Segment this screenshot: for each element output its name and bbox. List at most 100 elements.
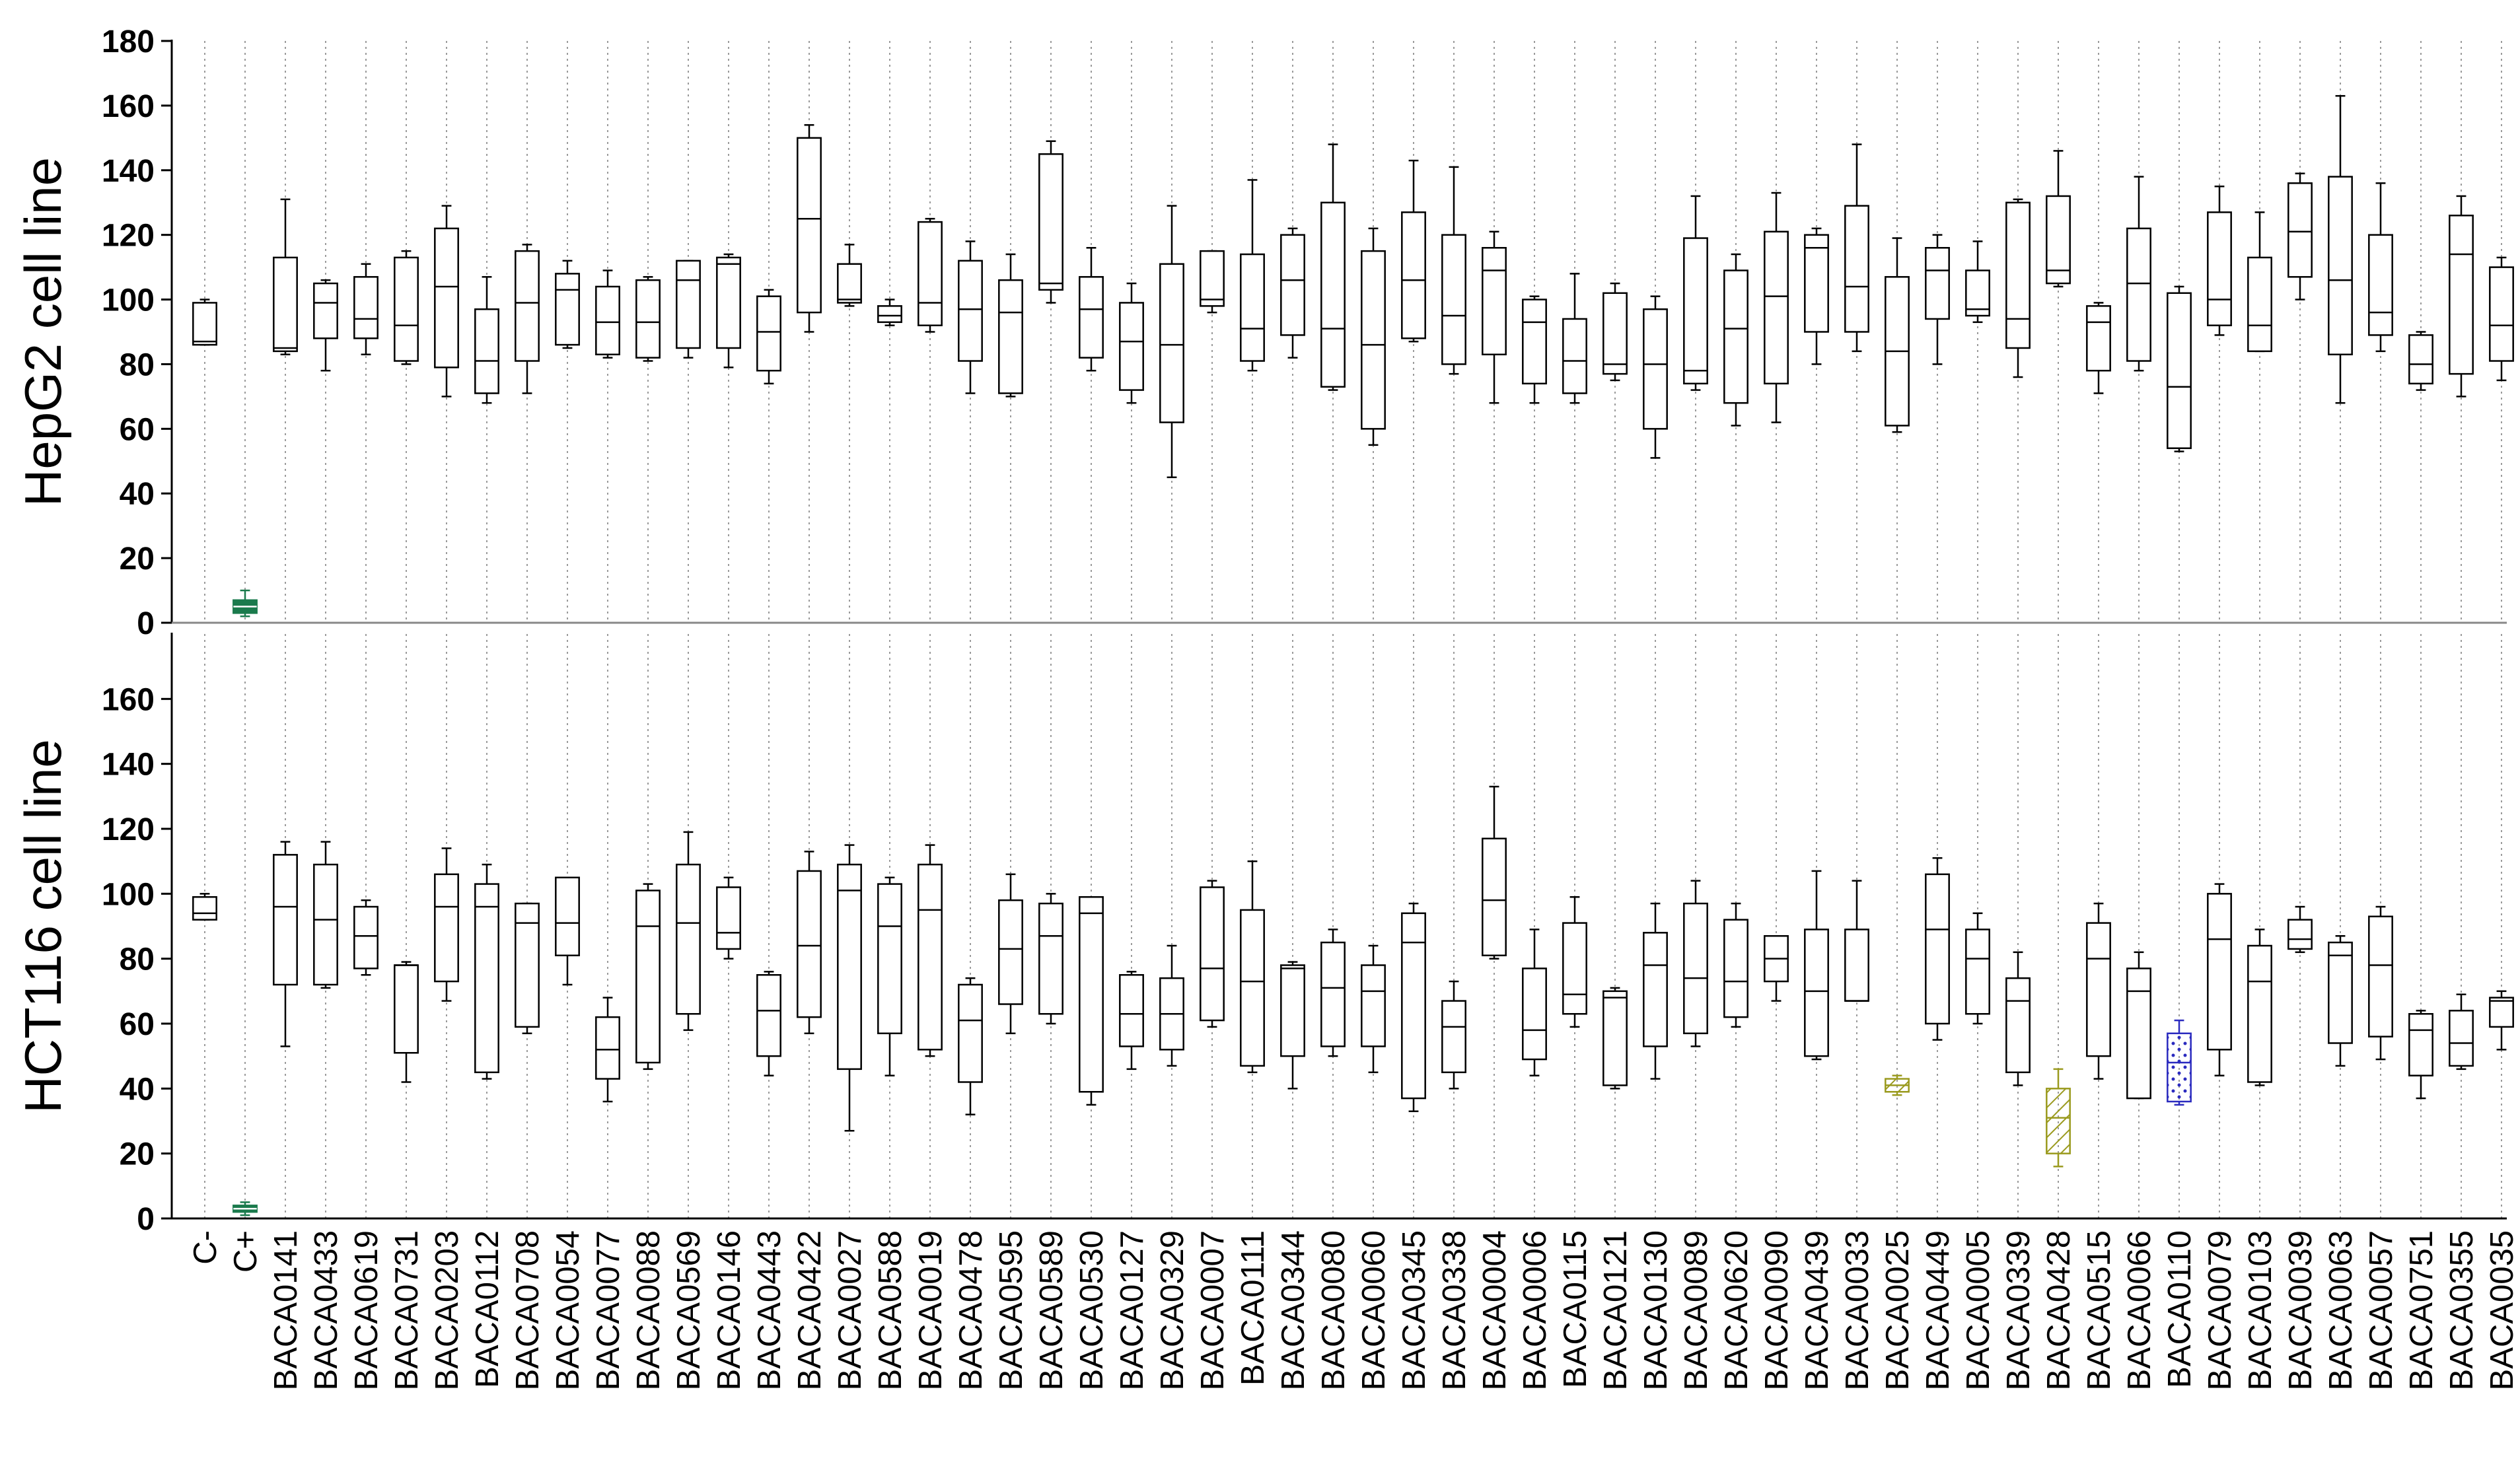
box-2-BACA0110: [2167, 1019, 2192, 1106]
box-body: [676, 863, 701, 1015]
grid-lines: [204, 41, 2502, 1218]
box-2-BACA0080: [1320, 929, 1346, 1057]
box-1-BACA0006: [1522, 295, 1547, 404]
x-tick-label-BACA0344: BACA0344: [1276, 1230, 1311, 1390]
x-tick-label-BACA0103: BACA0103: [2243, 1230, 2278, 1390]
x-tick-label-BACA0439: BACA0439: [1799, 1230, 1835, 1390]
box-1-BACA0089: [1683, 195, 1708, 391]
box-body: [2005, 977, 2031, 1073]
box-body: [1643, 308, 1668, 430]
box-2-BACA0006: [1522, 929, 1547, 1076]
box-1-BACA0344: [1280, 227, 1305, 359]
box-body: [1602, 990, 1628, 1086]
box-2-BACA0620: [1723, 902, 1748, 1028]
x-tick-label-BACA0054: BACA0054: [550, 1230, 586, 1390]
box-body: [2328, 176, 2353, 356]
box-1-BACA0088: [635, 276, 661, 362]
box-body: [1361, 250, 1386, 430]
box-1-BACA0439: [1804, 227, 1829, 365]
box-body: [474, 883, 499, 1074]
box-2-BACA0004: [1482, 785, 1507, 960]
x-tick-label-BACA0121: BACA0121: [1598, 1230, 1634, 1390]
box-body: [2046, 195, 2071, 285]
box-2-BACA0344: [1280, 961, 1305, 1090]
box-body: [958, 260, 983, 362]
box-2-BACA0077: [595, 997, 620, 1103]
box-2-BACA0130: [1643, 902, 1668, 1080]
box-1-BACA0057: [2368, 182, 2393, 353]
box-body: [877, 883, 902, 1035]
box-body: [998, 279, 1023, 394]
box-2-BACA0103: [2247, 929, 2272, 1086]
box-2-BACA0339: [2005, 951, 2031, 1086]
box-body: [2126, 227, 2151, 362]
box-1-BACA0004: [1482, 230, 1507, 404]
box-body: [515, 250, 540, 362]
box-1-BACA0422: [797, 124, 822, 333]
box-body: [1562, 922, 1587, 1015]
box-2-BACA0079: [2207, 883, 2232, 1076]
box-body: [1643, 932, 1668, 1047]
box-body: [2287, 182, 2313, 278]
x-tick-label-BACA0338: BACA0338: [1437, 1230, 1472, 1390]
x-tick-label-BACA0077: BACA0077: [591, 1230, 626, 1390]
box-2-BACA0027: [837, 844, 862, 1132]
box-2-BACA0439: [1804, 870, 1829, 1061]
y-tick-label-1-120: 120: [102, 219, 155, 254]
box-body: [1038, 902, 1063, 1015]
x-tick-label-C-: C-: [188, 1230, 223, 1265]
box-body: [716, 256, 741, 349]
box-body: [1723, 269, 1748, 404]
box-1-BACA0569: [676, 260, 701, 359]
box-body: [1320, 941, 1346, 1047]
box-body: [1401, 211, 1426, 339]
box-1-BACA0112: [474, 276, 499, 404]
x-tick-label-BACA0443: BACA0443: [752, 1230, 787, 1390]
x-tick-label-BACA0063: BACA0063: [2323, 1230, 2359, 1390]
box-body: [1119, 302, 1144, 391]
box-body: [1038, 153, 1063, 291]
y-tick-label-1-40: 40: [120, 477, 155, 512]
box-1-BACA0007: [1200, 250, 1225, 314]
x-tick-label-BACA0619: BACA0619: [349, 1230, 384, 1390]
box-1-BACA0019: [918, 217, 943, 333]
x-tick-label-BACA0130: BACA0130: [1638, 1230, 1674, 1390]
box-1-BACA0079: [2207, 186, 2232, 336]
box-2-BACA0345: [1401, 902, 1426, 1112]
box-1-BACA0620: [1723, 253, 1748, 427]
box-2-BACA0090: [1764, 935, 1789, 1002]
box-body: [2126, 967, 2151, 1100]
box-1-BACA0595: [998, 253, 1023, 398]
box-2-BACA0007: [1200, 880, 1225, 1028]
box-2-C-: [192, 893, 217, 921]
box-1-BACA0146: [716, 253, 741, 369]
box-2-BACA0443: [756, 971, 781, 1076]
box-body: [2247, 944, 2272, 1083]
box-body: [1965, 269, 1990, 317]
box-2-BACA0588: [877, 876, 902, 1076]
box-body: [635, 890, 661, 1064]
box-1-BACA0080: [1320, 143, 1346, 391]
x-tick-label-BACA0111: BACA0111: [1235, 1230, 1271, 1386]
x-tick-label-BACA0079: BACA0079: [2202, 1230, 2238, 1390]
box-body: [756, 295, 781, 372]
box-1-BACA0731: [394, 250, 419, 365]
box-1-BACA0355: [2449, 195, 2474, 398]
x-tick-label-BACA0115: BACA0115: [1558, 1230, 1593, 1388]
box-2-BACA0355: [2449, 993, 2474, 1071]
box-2-BACA0449: [1925, 857, 1950, 1041]
box-1-BACA0115: [1562, 273, 1587, 404]
x-tick-label-BACA0060: BACA0060: [1356, 1230, 1392, 1390]
x-tick-label-BACA0088: BACA0088: [631, 1230, 666, 1390]
box-1-BACA0130: [1643, 295, 1668, 459]
box-body: [1240, 909, 1265, 1067]
x-tick-label-BACA0039: BACA0039: [2283, 1230, 2319, 1390]
x-tick-label-BACA0345: BACA0345: [1396, 1230, 1432, 1390]
box-2-BACA0115: [1562, 896, 1587, 1028]
box-body: [1764, 230, 1789, 385]
box-body: [394, 964, 419, 1054]
box-1-BACA0530: [1079, 246, 1104, 372]
y-tick-label-1-20: 20: [120, 542, 155, 577]
box-body: [434, 227, 459, 369]
box-2-BACA0589: [1038, 893, 1063, 1025]
